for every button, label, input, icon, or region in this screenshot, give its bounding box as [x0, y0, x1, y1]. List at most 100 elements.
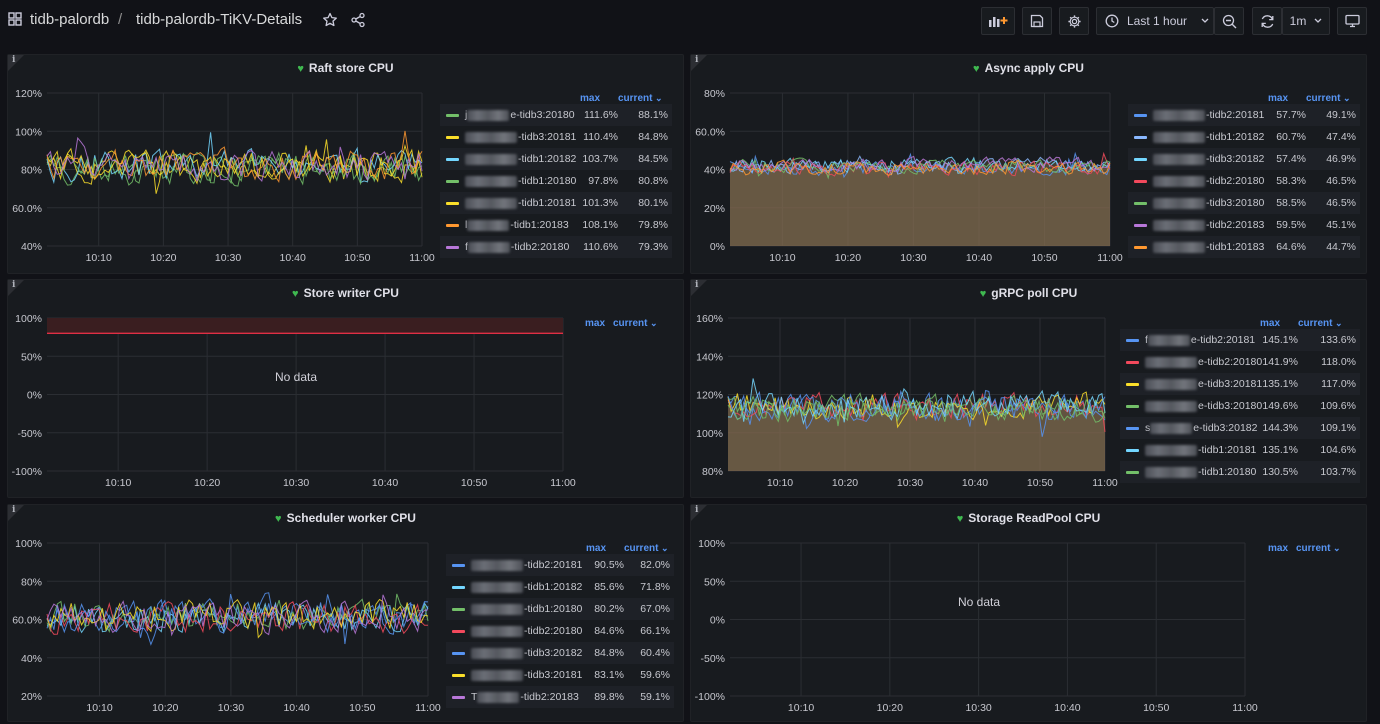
legend-color-swatch[interactable]	[1126, 448, 1139, 452]
legend-header-max[interactable]: max	[585, 318, 606, 329]
legend-row[interactable]: f -tidb2:20180 110.6% 79.3%	[440, 236, 672, 258]
legend-color-swatch[interactable]	[446, 179, 459, 183]
legend-color-swatch[interactable]	[446, 201, 459, 205]
legend-series-name[interactable]: -tidb3:20181	[465, 131, 576, 143]
info-icon[interactable]: i	[12, 55, 16, 65]
panel-grpc-poll-cpu[interactable]: i ♥ gRPC poll CPU 160% 140% 120% 100% 80% 10:10 1…	[690, 279, 1367, 498]
legend-row[interactable]: e-tidb3:20181 135.1% 117.0%	[1120, 373, 1360, 395]
series-line[interactable]	[46, 136, 423, 183]
legend-series-name[interactable]: -tidb1:20182	[465, 153, 576, 165]
info-icon[interactable]: i	[695, 280, 699, 290]
legend-header-current[interactable]: current ⌄	[1306, 93, 1351, 107]
legend-color-swatch[interactable]	[1126, 470, 1139, 474]
panel-storage-readpool-cpu[interactable]: i ♥ Storage ReadPool CPU 100% 50% 0% -50% -100%…	[690, 504, 1367, 722]
share-icon[interactable]	[350, 12, 366, 28]
legend-series-name[interactable]: -tidb1:20181	[1145, 444, 1256, 456]
legend-row[interactable]: s e-tidb3:20182 144.3% 109.1%	[1120, 417, 1360, 439]
zoom-out-button[interactable]	[1214, 7, 1244, 35]
graph-raft-store-cpu[interactable]: 120% 100% 80% 60.0% 40% 10:10 10:20 10:30 10:40 1…	[8, 55, 685, 275]
legend-row[interactable]: -tidb2:20180 58.3% 46.5%	[1128, 170, 1360, 192]
legend-color-swatch[interactable]	[452, 673, 465, 677]
legend-row[interactable]: -tidb3:20182 84.8% 60.4%	[446, 642, 674, 664]
legend-row[interactable]: -tidb1:20182 103.7% 84.5%	[440, 148, 672, 170]
info-icon[interactable]: i	[12, 280, 16, 290]
legend-row[interactable]: -tidb3:20181 110.4% 84.8%	[440, 126, 672, 148]
grid-icon[interactable]	[8, 12, 22, 26]
series-line[interactable]	[46, 151, 423, 186]
star-icon[interactable]	[322, 12, 338, 28]
legend-color-swatch[interactable]	[1134, 135, 1147, 139]
info-icon[interactable]: i	[695, 505, 699, 515]
panel-title[interactable]: ♥ Raft store CPU	[8, 61, 683, 75]
legend-color-swatch[interactable]	[1126, 404, 1139, 408]
panel-title[interactable]: ♥ Store writer CPU	[8, 286, 683, 300]
legend-row[interactable]: j e-tidb3:20180 111.6% 88.1%	[440, 104, 672, 126]
graph-storage-readpool-cpu[interactable]: 100% 50% 0% -50% -100% 10:10 10:20 10:30 10:40 10…	[691, 505, 1368, 723]
legend-row[interactable]: T -tidb2:20183 89.8% 59.1%	[446, 686, 674, 708]
legend-header-max[interactable]: max	[1268, 93, 1289, 104]
legend-series-name[interactable]: e-tidb3:20181	[1145, 378, 1262, 390]
legend-color-swatch[interactable]	[1134, 113, 1147, 117]
series-line[interactable]	[46, 598, 429, 639]
dashboard-title[interactable]: tidb-palordb-TiKV-Details	[136, 11, 303, 28]
legend-row[interactable]: f e-tidb2:20181 145.1% 133.6%	[1120, 329, 1360, 351]
legend-color-swatch[interactable]	[446, 245, 459, 249]
legend-row[interactable]: e-tidb2:20180 141.9% 118.0%	[1120, 351, 1360, 373]
legend-row[interactable]: -tidb2:20183 59.5% 45.1%	[1128, 214, 1360, 236]
legend-color-swatch[interactable]	[446, 113, 459, 117]
panel-title[interactable]: ♥ Async apply CPU	[691, 61, 1366, 75]
legend-row[interactable]: -tidb1:20183 64.6% 44.7%	[1128, 236, 1360, 258]
legend-color-swatch[interactable]	[1126, 360, 1139, 364]
legend-series-name[interactable]: l -tidb1:20183	[465, 219, 569, 231]
legend-series-name[interactable]: -tidb1:20180	[465, 175, 576, 187]
legend-row[interactable]: -tidb3:20180 58.5% 46.5%	[1128, 192, 1360, 214]
legend-color-swatch[interactable]	[1134, 223, 1147, 227]
series-line[interactable]	[727, 392, 1106, 422]
panel-title[interactable]: ♥ Storage ReadPool CPU	[691, 511, 1366, 525]
legend-series-name[interactable]: -tidb1:20182	[1153, 131, 1264, 143]
series-line[interactable]	[46, 594, 429, 637]
panel-info-corner[interactable]	[691, 280, 707, 296]
legend-row[interactable]: -tidb3:20182 57.4% 46.9%	[1128, 148, 1360, 170]
legend-row[interactable]: -tidb2:20180 84.6% 66.1%	[446, 620, 674, 642]
series-line[interactable]	[46, 139, 423, 194]
legend-header-current[interactable]: current ⌄	[1298, 318, 1343, 332]
legend-series-name[interactable]: s e-tidb3:20182	[1145, 422, 1257, 434]
panel-async-apply-cpu[interactable]: i ♥ Async apply CPU 80% 60.0% 40% 20% 0% 10:10 10…	[690, 54, 1367, 274]
legend-color-swatch[interactable]	[1126, 426, 1139, 430]
legend-series-name[interactable]: -tidb2:20181	[1153, 109, 1264, 121]
legend-series-name[interactable]: -tidb2:20183	[1153, 219, 1264, 231]
legend-series-name[interactable]: -tidb3:20182	[471, 647, 582, 659]
series-line[interactable]	[727, 392, 1106, 427]
legend-color-swatch[interactable]	[1126, 338, 1139, 342]
series-line[interactable]	[729, 155, 1111, 174]
legend-header-max[interactable]: max	[580, 93, 601, 104]
legend-series-name[interactable]: -tidb3:20182	[1153, 153, 1264, 165]
series-line[interactable]	[727, 378, 1106, 425]
legend-series-name[interactable]: -tidb1:20183	[1153, 241, 1264, 253]
legend-series-name[interactable]: -tidb3:20180	[1153, 197, 1264, 209]
series-line[interactable]	[46, 592, 429, 638]
legend-row[interactable]: -tidb2:20181 90.5% 82.0%	[446, 554, 674, 576]
panel-scheduler-worker-cpu[interactable]: i ♥ Scheduler worker CPU 100% 80% 60.0% 40% 20%…	[7, 504, 684, 722]
legend-header-current[interactable]: current ⌄	[1296, 543, 1341, 557]
legend-color-swatch[interactable]	[452, 585, 465, 589]
legend-series-name[interactable]: -tidb2:20181	[471, 559, 582, 571]
legend-header-max[interactable]: max	[1260, 318, 1281, 329]
refresh-interval-picker[interactable]: 1m	[1282, 7, 1330, 35]
panel-info-corner[interactable]	[691, 55, 707, 71]
dashboard-settings-button[interactable]	[1059, 7, 1089, 35]
legend-color-swatch[interactable]	[1134, 157, 1147, 161]
legend-series-name[interactable]: -tidb1:20182	[471, 581, 582, 593]
legend-series-name[interactable]: e-tidb2:20180	[1145, 356, 1262, 368]
legend-row[interactable]: -tidb1:20180 80.2% 67.0%	[446, 598, 674, 620]
legend-color-swatch[interactable]	[1134, 201, 1147, 205]
series-line[interactable]	[729, 151, 1111, 179]
legend-color-swatch[interactable]	[452, 695, 465, 699]
graph-async-apply-cpu[interactable]: 80% 60.0% 40% 20% 0% 10:10 10:20 10:30 10:40 10:5…	[691, 55, 1368, 275]
series-line[interactable]	[729, 157, 1111, 180]
legend-row[interactable]: -tidb1:20181 135.1% 104.6%	[1120, 439, 1360, 461]
legend-row[interactable]: -tidb2:20181 57.7% 49.1%	[1128, 104, 1360, 126]
panel-store-writer-cpu[interactable]: i ♥ Store writer CPU 100% 50% 0% -50% -100% 10:1…	[7, 279, 684, 498]
legend-row[interactable]: -tidb1:20182 60.7% 47.4%	[1128, 126, 1360, 148]
